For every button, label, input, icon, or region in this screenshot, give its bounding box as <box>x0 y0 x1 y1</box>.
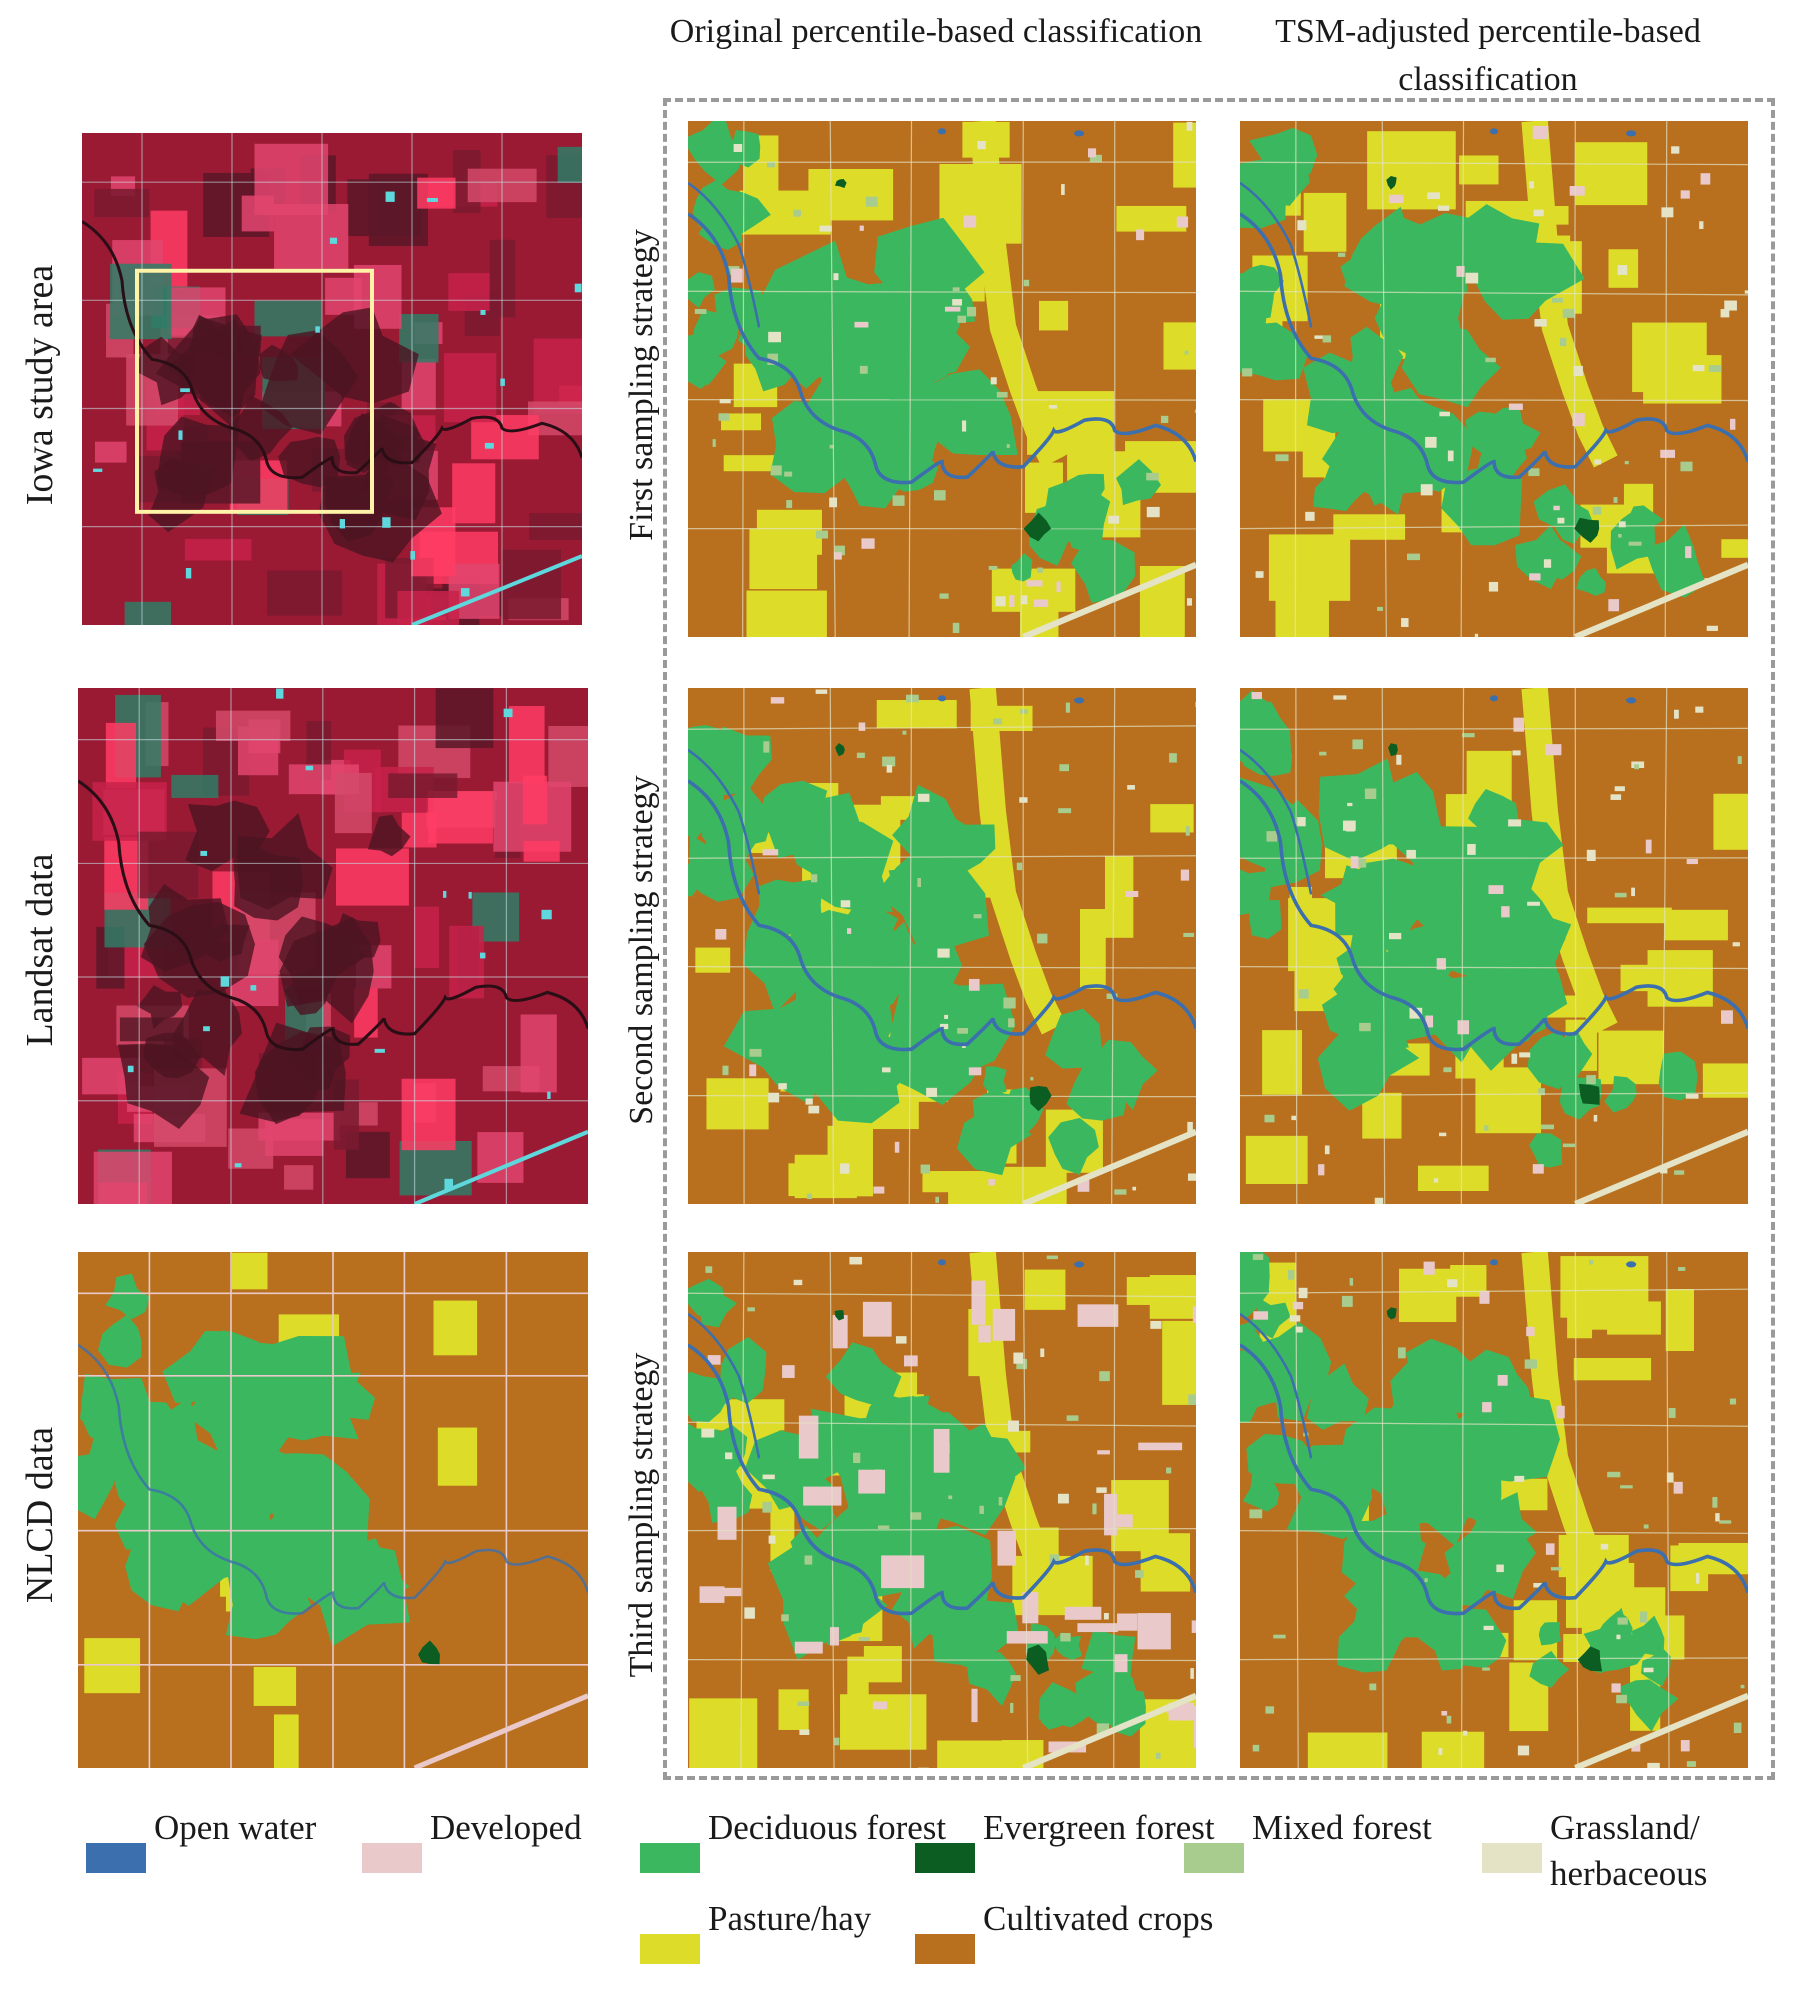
map-original-second-strategy <box>688 688 1196 1204</box>
legend-swatch-mixed-forest <box>1184 1843 1244 1873</box>
legend-label-pasture-hay: Pasture/hay <box>708 1896 948 1942</box>
landsat-data-image <box>78 688 588 1204</box>
map-original-third-strategy <box>688 1252 1196 1768</box>
legend-item-developed: Developed <box>362 1805 662 1915</box>
map-tsm-first-strategy <box>1240 121 1748 637</box>
legend-label-cultivated-crops: Cultivated crops <box>983 1896 1223 1942</box>
legend-item-pasture-hay: Pasture/hay <box>640 1896 940 2006</box>
strategy-label-third: Third sampling strategy <box>623 1353 661 1678</box>
row-label-nlcd-data: NLCD data <box>18 1427 62 1603</box>
legend-item-grassland-herbaceous: Grassland/ herbaceous <box>1482 1805 1782 1915</box>
legend-item-open-water: Open water <box>86 1805 386 1915</box>
column-header-original: Original percentile-based classification <box>656 8 1216 56</box>
row-label-landsat-data: Landsat data <box>18 853 62 1046</box>
map-tsm-third-strategy <box>1240 1252 1748 1768</box>
row-label-iowa-study-area: Iowa study area <box>18 265 62 506</box>
legend-item-cultivated-crops: Cultivated crops <box>915 1896 1215 2006</box>
iowa-study-area-image <box>82 133 582 625</box>
legend-swatch-evergreen-forest <box>915 1843 975 1873</box>
legend-swatch-deciduous-forest <box>640 1843 700 1873</box>
legend-swatch-developed <box>362 1843 422 1873</box>
legend-swatch-grassland-herbaceous <box>1482 1843 1542 1873</box>
map-original-first-strategy <box>688 121 1196 637</box>
nlcd-data-map <box>78 1252 588 1768</box>
legend-swatch-pasture-hay <box>640 1934 700 1964</box>
legend-item-mixed-forest: Mixed forest <box>1184 1805 1484 1915</box>
legend-label-open-water: Open water <box>154 1805 394 1851</box>
legend-swatch-open-water <box>86 1843 146 1873</box>
strategy-label-second: Second sampling strategy <box>623 775 661 1124</box>
column-header-tsm-adjusted: TSM-adjusted percentile-based classifica… <box>1208 8 1768 104</box>
legend-label-developed: Developed <box>430 1805 670 1851</box>
strategy-label-first: First sampling strategy <box>623 229 661 541</box>
legend-swatch-cultivated-crops <box>915 1934 975 1964</box>
legend-label-grassland-herbaceous: Grassland/ herbaceous <box>1550 1805 1790 1897</box>
legend-label-deciduous-forest: Deciduous forest <box>708 1805 948 1851</box>
legend-label-mixed-forest: Mixed forest <box>1252 1805 1492 1851</box>
map-tsm-second-strategy <box>1240 688 1748 1204</box>
